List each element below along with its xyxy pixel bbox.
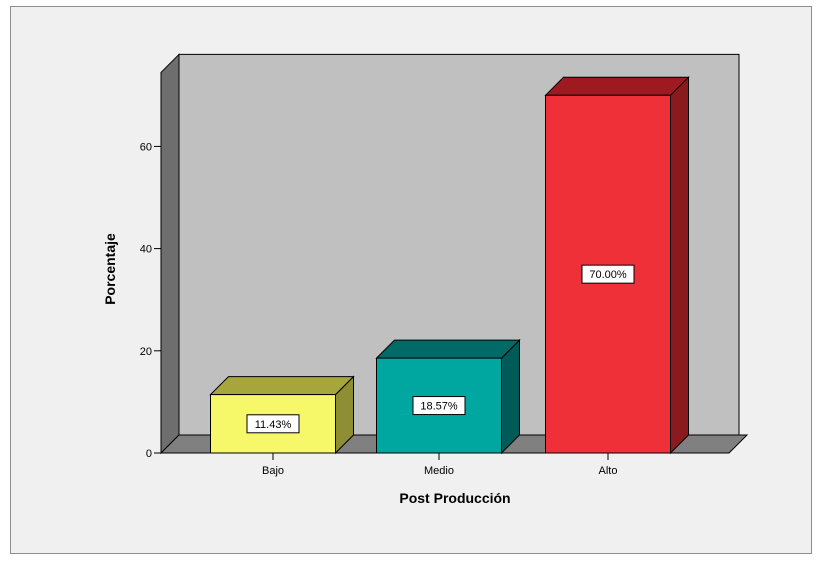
y-tick-label: 0	[146, 448, 152, 460]
data-label-box	[412, 396, 466, 416]
x-axis-title: Post Producción	[399, 490, 510, 506]
y-tick-label: 20	[140, 346, 152, 358]
y-axis-title: Porcentaje	[102, 233, 118, 305]
y-tick-label: 60	[140, 141, 152, 153]
y-tick-label: 40	[140, 244, 152, 256]
data-label: 18.57%	[420, 401, 458, 413]
bar-top	[544, 76, 690, 96]
x-tick-label: Bajo	[262, 465, 284, 477]
x-tick-label: Medio	[424, 465, 454, 477]
bar-chart: 0 20 40 60 Bajo Medio Alto 11.43% 18.57% 70.00%…	[102, 53, 749, 506]
data-label: 11.43%	[255, 419, 292, 431]
x-tick-label: Alto	[599, 465, 618, 477]
bar-top	[375, 339, 521, 359]
bar-side	[501, 338, 520, 455]
bar-top	[209, 376, 355, 396]
data-label-box	[246, 414, 300, 434]
data-label-box	[581, 264, 635, 284]
side-wall	[160, 53, 180, 455]
data-label: 70.00%	[589, 269, 627, 281]
chart-frame: 0 20 40 60 Bajo Medio Alto 11.43% 18.57% 70.00%…	[10, 6, 812, 554]
bar-side	[670, 76, 689, 455]
